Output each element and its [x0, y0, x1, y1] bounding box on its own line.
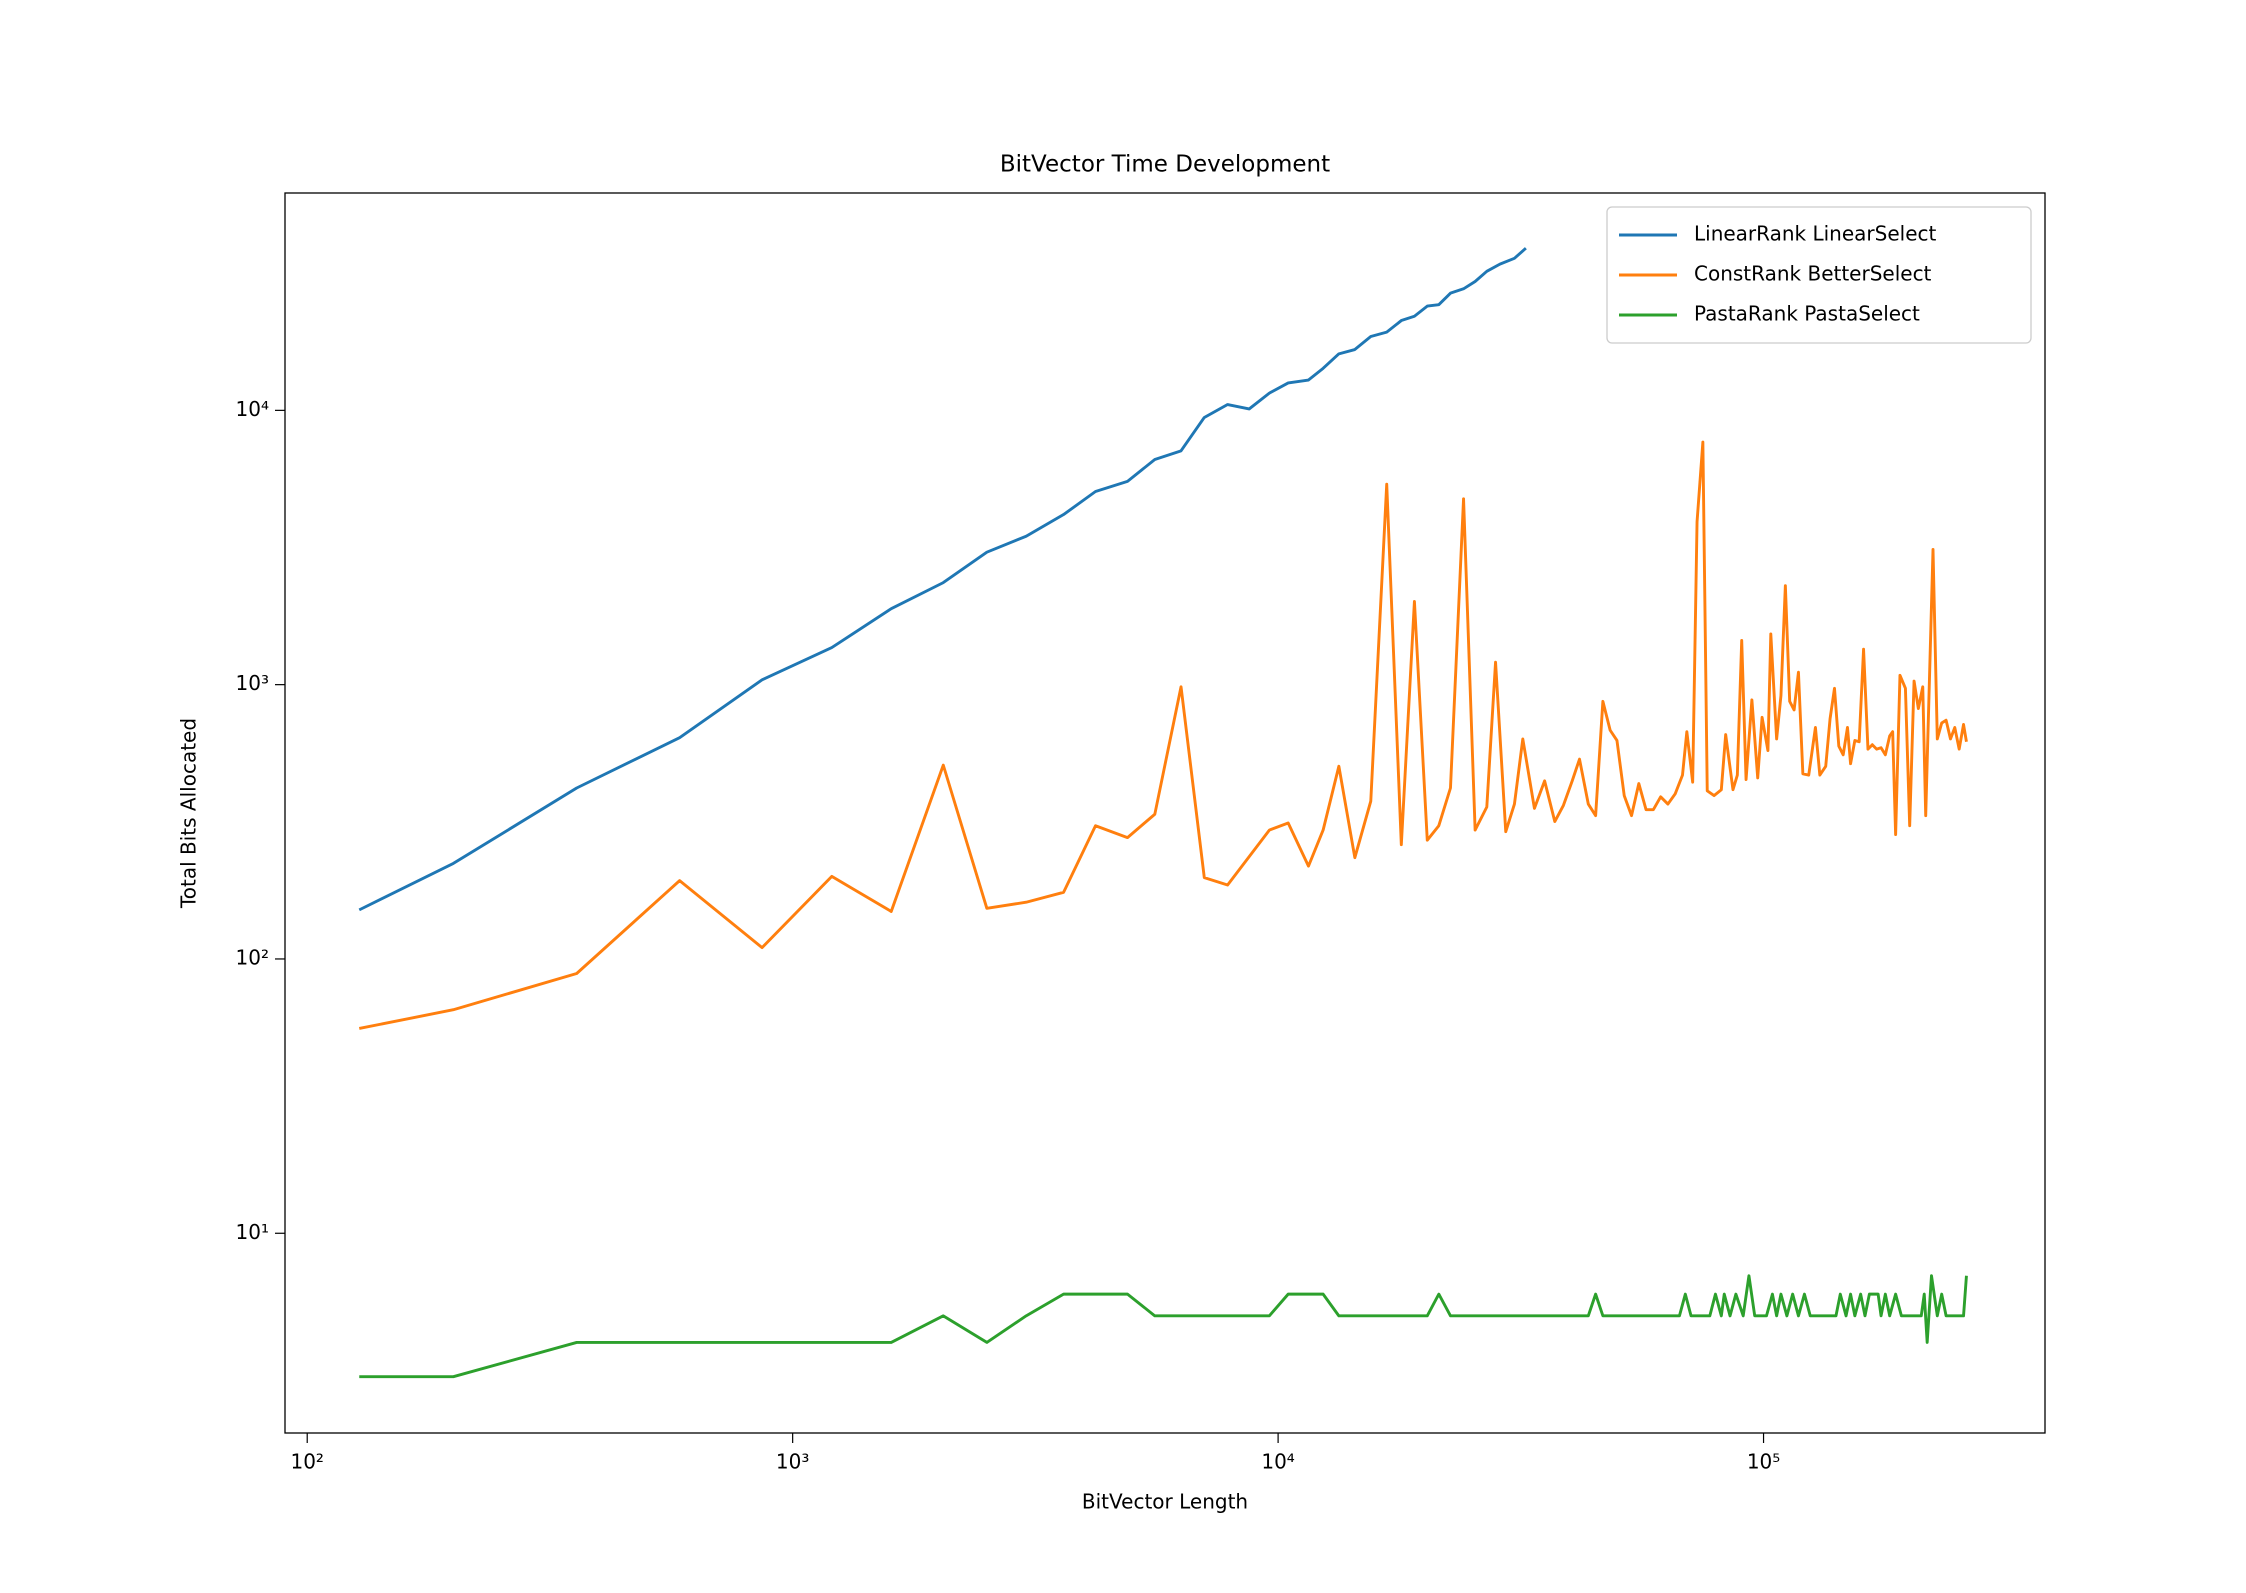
series-line — [358, 247, 1527, 912]
x-tick-label: 10² — [290, 1450, 323, 1474]
x-tick-label: 10³ — [776, 1450, 809, 1474]
y-tick-label: 10⁴ — [236, 397, 269, 421]
x-tick-label: 10⁵ — [1747, 1450, 1780, 1474]
y-tick-label: 10² — [236, 945, 269, 969]
y-tick-label: 10³ — [236, 671, 269, 695]
legend-label: PastaRank PastaSelect — [1694, 302, 1920, 326]
legend-label: LinearRank LinearSelect — [1694, 222, 1937, 246]
plot-frame — [284, 192, 2046, 1434]
x-axis-label: BitVector Length — [1082, 1490, 1248, 1514]
x-tick-label: 10⁴ — [1261, 1450, 1294, 1474]
series-line — [359, 1274, 1968, 1379]
legend-label: ConstRank BetterSelect — [1694, 262, 1932, 286]
series-line — [358, 440, 1968, 1030]
y-axis-label: Total Bits Allocated — [177, 718, 201, 909]
y-tick-label: 10¹ — [236, 1220, 269, 1244]
chart-title: BitVector Time Development — [1000, 152, 1330, 178]
legend-box — [1606, 206, 2032, 344]
